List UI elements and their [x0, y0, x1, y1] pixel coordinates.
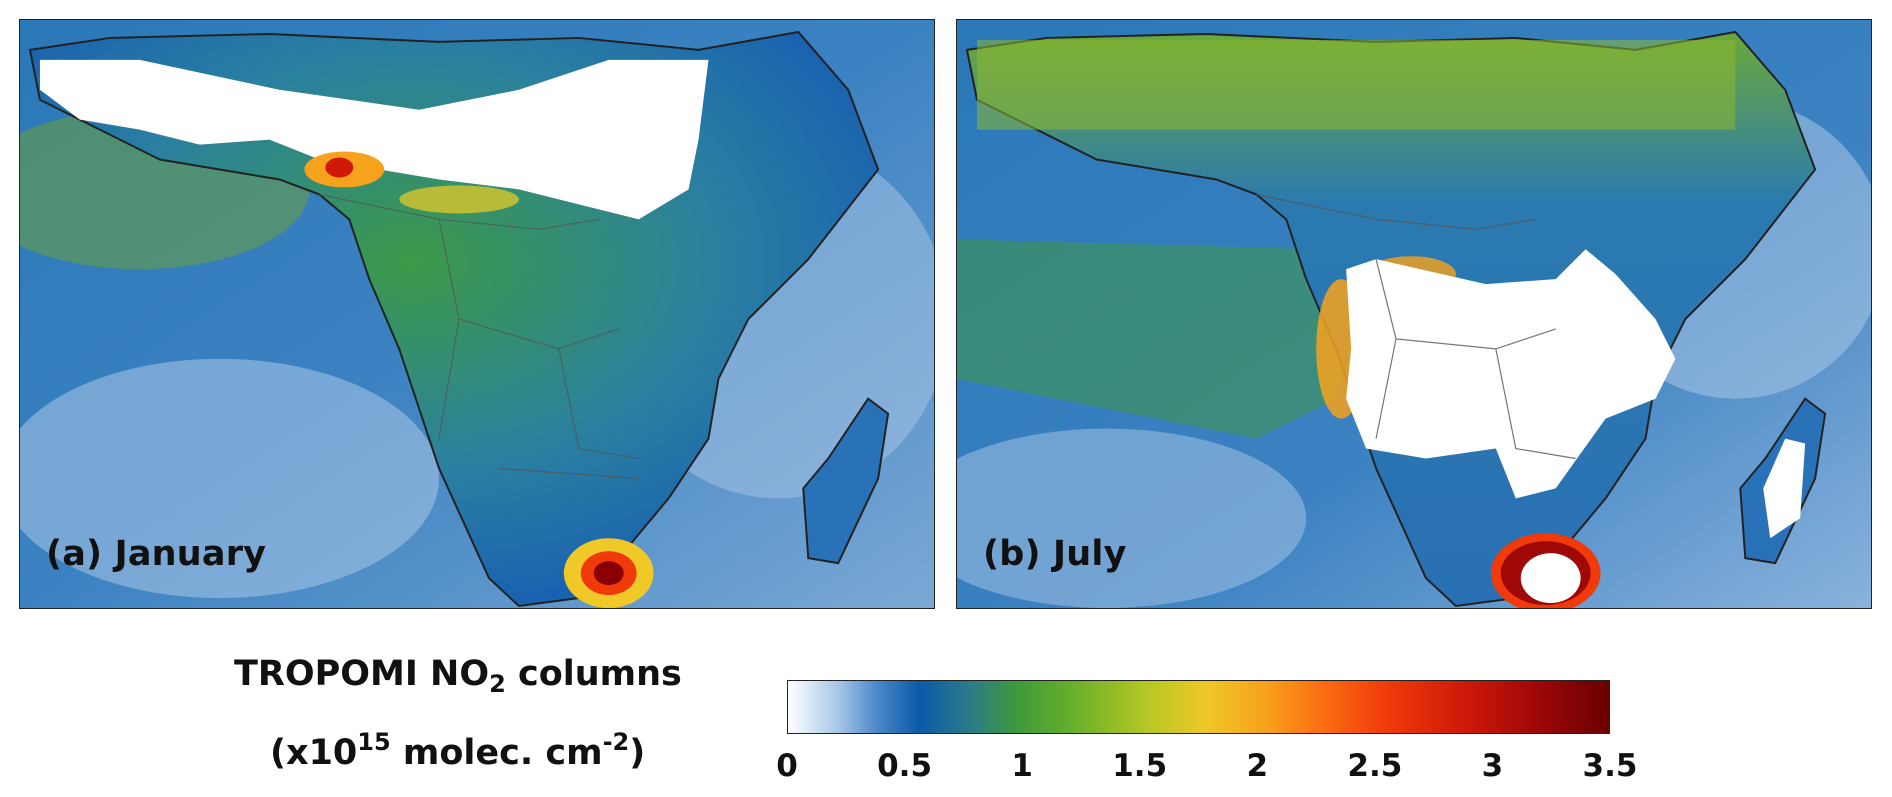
clean-air-region [20, 358, 440, 598]
map-january [20, 20, 934, 608]
missing-data-region [1763, 438, 1806, 539]
colorbar-tick-label: 1.5 [1112, 748, 1168, 784]
colorbar [787, 680, 1610, 734]
missing-data-region [1520, 553, 1581, 604]
colorbar-unit-exponent: 15 [357, 728, 391, 756]
colorbar-title-line1: TROPOMI NO2 columns [234, 654, 682, 698]
colorbar-tick-label: 2.5 [1347, 748, 1403, 784]
colorbar-tick-label: 0 [776, 748, 798, 784]
panel-label: (b) July [983, 534, 1127, 574]
sahel-band [976, 39, 1736, 130]
clean-air-region [957, 428, 1307, 608]
colorbar-title-line2: (x1015 molec. cm-2) [270, 728, 645, 773]
colorbar-tick-label: 0.5 [877, 748, 933, 784]
map-panel-january: (a) January [19, 19, 935, 609]
colorbar-unit-text: (x10 [270, 733, 358, 773]
missing-data-region [39, 59, 709, 220]
madagascar-outline [802, 397, 890, 565]
colorbar-title-text: columns [505, 654, 682, 694]
colorbar-unit-text: ) [629, 733, 646, 773]
map-july [957, 20, 1871, 608]
colorbar-title-text: TROPOMI NO [234, 654, 490, 694]
colorbar-tick-label: 2 [1246, 748, 1269, 784]
colorbar-title-subscript: 2 [489, 670, 506, 698]
biomass-burning-plume [957, 239, 1357, 439]
colorbar-unit-exponent: -2 [602, 728, 630, 756]
colorbar-tick-label: 3 [1481, 748, 1504, 784]
map-panel-july: (b) July [956, 19, 1872, 609]
no2-hotspot [399, 185, 519, 214]
country-borders [319, 193, 639, 480]
colorbar-tick-label: 3.5 [1582, 748, 1638, 784]
panel-label: (a) January [46, 534, 267, 574]
no2-hotspot [593, 561, 624, 586]
country-borders [1256, 193, 1576, 460]
no2-hotspot [325, 157, 354, 178]
colorbar-tick-label: 1 [1011, 748, 1033, 784]
colorbar-unit-text: molec. cm [390, 733, 603, 773]
